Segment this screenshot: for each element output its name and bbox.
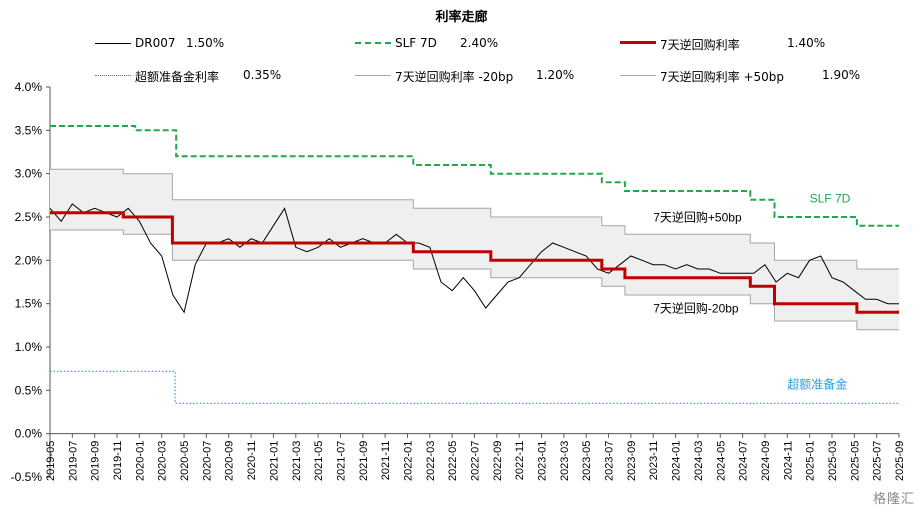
x-tick-label: 2025-09 [894, 441, 906, 481]
legend-swatch-slf7d [355, 42, 391, 44]
x-tick-label: 2024-09 [760, 441, 772, 481]
chart-annotation: 7天逆回购-20bp [653, 300, 739, 315]
x-tick-label: 2021-05 [313, 441, 325, 481]
x-tick-label: 2019-07 [67, 441, 79, 481]
y-tick-label: 1.0% [15, 340, 43, 354]
x-tick-label: 2020-01 [134, 441, 146, 481]
x-tick-label: 2019-09 [90, 441, 102, 481]
chart-annotation: 超额准备金 [787, 377, 847, 392]
x-tick-label: 2025-01 [805, 441, 817, 481]
legend-label: 超额准备金利率 [135, 70, 220, 84]
x-tick-label: 2020-03 [157, 441, 169, 481]
legend-value: 2.40% [460, 36, 499, 50]
x-tick-label: 2021-03 [291, 441, 303, 481]
legend-label: DR007 [135, 36, 176, 50]
chart-title: 利率走廊 [435, 10, 488, 25]
legend-value: 0.35% [243, 68, 282, 82]
x-tick-label: 2022-07 [470, 441, 482, 481]
x-tick-label: 2024-03 [693, 441, 705, 481]
legend-reverse-repo: 7天逆回购利率 1.40% [620, 36, 840, 52]
x-tick-label: 2024-01 [671, 441, 683, 481]
x-tick-label: 2023-05 [581, 441, 593, 481]
chart-annotation: SLF 7D [810, 191, 851, 205]
axes-layer: 4.0% 3.5% 3.0% 2.5% 2.0% 1.5% 1.0% 0.5% 0.0% -0.5… [11, 80, 906, 484]
x-tick-label: 2019-05 [45, 441, 57, 481]
legend-dr007: DR007 1.50% [95, 36, 295, 52]
legend-label: 7天逆回购利率 +50bp [660, 70, 785, 84]
legend-label: 7天逆回购利率 -20bp [395, 70, 514, 84]
x-tick-label: 2022-01 [402, 441, 414, 481]
x-tick-label: 2023-03 [559, 441, 571, 481]
x-tick-label: 2021-01 [268, 441, 280, 481]
x-tick-label: 2025-03 [827, 441, 839, 481]
y-tick-label: 3.0% [15, 167, 43, 181]
x-tick-label: 2020-05 [179, 441, 191, 481]
x-tick-label: 2025-05 [849, 441, 861, 481]
legend-swatch-plus-50bp [620, 75, 656, 76]
series-line-excess-reserve [50, 370, 899, 404]
y-tick-label: 4.0% [15, 80, 43, 94]
x-tick-label: 2025-07 [872, 441, 884, 481]
x-tick-label: 2022-05 [447, 441, 459, 481]
x-tick-label: 2023-01 [537, 441, 549, 481]
x-tick-label: 2022-11 [514, 441, 526, 481]
x-tick-label: 2019-11 [112, 441, 124, 481]
series-line-plus-50bp [50, 168, 899, 270]
legend-value: 1.20% [536, 68, 575, 82]
x-tick-label: 2022-03 [425, 441, 437, 481]
legend-swatch-reverse-repo [620, 41, 656, 44]
x-tick-label: 2023-07 [604, 441, 616, 481]
legend-value: 1.90% [822, 68, 861, 82]
x-tick-label: 2024-05 [715, 441, 727, 481]
y-tick-label: 1.5% [15, 297, 43, 311]
y-tick-label: 2.5% [15, 210, 43, 224]
y-tick-label: 0.0% [15, 427, 43, 441]
chart-annotation: 7天逆回购+50bp [653, 209, 742, 224]
series-line-slf7d [50, 125, 899, 227]
x-tick-label: 2020-11 [246, 441, 258, 481]
legend-swatch-excess-reserve [95, 75, 131, 76]
legend-value: 1.40% [787, 36, 826, 50]
x-tick-label: 2021-11 [380, 441, 392, 481]
series-layer [49, 125, 899, 404]
y-tick-label: 3.5% [15, 123, 43, 137]
series-line-reverse-repo [50, 211, 899, 314]
legend-excess-reserve: 超额准备金利率 0.35% [95, 68, 295, 84]
legend-minus-20bp: 7天逆回购利率 -20bp 1.20% [355, 68, 595, 84]
legend-label: SLF 7D [395, 36, 437, 50]
x-tick-label: 2022-09 [492, 441, 504, 481]
annotation-layer: SLF 7D 7天逆回购+50bp 7天逆回购-20bp 超额准备金 [653, 191, 850, 391]
x-tick-label: 2021-07 [335, 441, 347, 481]
y-tick-label: 0.5% [15, 383, 43, 397]
x-tick-label: 2020-07 [201, 441, 213, 481]
x-tick-label: 2024-07 [738, 441, 750, 481]
watermark-logo: 格隆汇 [872, 492, 915, 507]
y-tick-label: -0.5% [11, 470, 43, 484]
corridor-band [50, 169, 899, 330]
legend-label: 7天逆回购利率 [660, 38, 740, 52]
legend-swatch-dr007 [95, 43, 131, 44]
legend-slf7d: SLF 7D 2.40% [355, 36, 555, 52]
legend-plus-50bp: 7天逆回购利率 +50bp 1.90% [620, 68, 880, 84]
legend-value: 1.50% [186, 36, 225, 50]
x-tick-label: 2020-09 [224, 441, 236, 481]
y-tick-label: 2.0% [15, 253, 43, 267]
x-tick-label: 2021-09 [358, 441, 370, 481]
series-line-dr007 [49, 203, 899, 314]
corridor-band-layer [50, 168, 899, 331]
legend-swatch-minus-20bp [355, 75, 391, 76]
x-tick-label: 2024-11 [782, 441, 794, 481]
x-tick-label: 2023-11 [648, 441, 660, 481]
x-tick-label: 2023-09 [626, 441, 638, 481]
